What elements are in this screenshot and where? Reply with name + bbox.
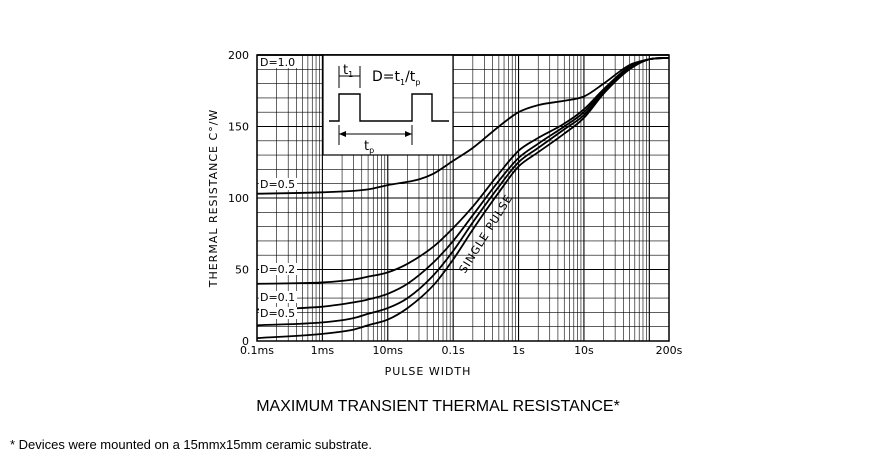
x-tick-label: 0.1s xyxy=(442,344,465,357)
x-tick-label: 10s xyxy=(574,344,594,357)
curve-label-bg xyxy=(259,178,297,190)
tp-arrowhead-left xyxy=(339,131,346,137)
y-tick-label: 100 xyxy=(228,192,249,205)
curve-label-bg xyxy=(259,263,297,275)
t1-label: t1 xyxy=(343,63,353,79)
tp-arrowhead-right xyxy=(405,131,412,137)
y-tick-label: 200 xyxy=(228,49,249,62)
curve-label-bg xyxy=(259,56,297,68)
y-tick-label: 150 xyxy=(228,121,249,134)
duty-formula: D=t1/tp xyxy=(372,69,420,87)
x-tick-label: 1ms xyxy=(311,344,335,357)
curve-labels: D=1.0 D=0.5 D=0.2 D=0.1 D=0.5 xyxy=(259,56,297,320)
plot-frame xyxy=(256,54,670,342)
x-tick-label: 10ms xyxy=(373,344,404,357)
y-tick-label: 50 xyxy=(235,264,249,277)
curve-label-bg xyxy=(259,291,297,303)
tp-label: tp xyxy=(364,139,374,155)
curves xyxy=(256,54,670,339)
curve-label: D=1.0 xyxy=(260,56,295,69)
x-axis-title: PULSE WIDTH xyxy=(385,365,472,378)
tick-labels: 0.1ms 1ms 10ms 0.1s 1s 10s 200s 0 50 100 150 200 xyxy=(228,49,683,357)
x-tick-label: 0.1ms xyxy=(240,344,274,357)
curve-single-pulse xyxy=(256,57,670,339)
grid-lines xyxy=(256,55,670,341)
curve-label: D=0.2 xyxy=(260,263,295,276)
curve-d-0-05 xyxy=(256,57,670,327)
curve-label-bg xyxy=(259,307,297,319)
footnote: * Devices were mounted on a 15mmx15mm ce… xyxy=(10,437,372,452)
curve-d-0-2 xyxy=(256,57,670,285)
curve-d-0-5 xyxy=(256,57,670,195)
y-tick-label: 0 xyxy=(242,335,249,348)
pulse-inset: t1 D=t1/tp tp xyxy=(322,54,454,156)
pulse-waveform xyxy=(329,93,449,122)
curve-label: D=0.5 xyxy=(260,307,295,320)
chart-caption: MAXIMUM TRANSIENT THERMAL RESISTANCE* xyxy=(256,398,620,415)
thermal-resistance-chart: t1 D=t1/tp tp 0.1ms 1ms 10ms 0.1s 1s 10s 200s0… xyxy=(207,49,683,378)
curve-label: D=0.5 xyxy=(260,178,295,191)
curve-label: D=0.1 xyxy=(260,291,295,304)
y-axis-title: THERMAL RESISTANCE C°/W xyxy=(207,109,220,289)
x-tick-label: 200s xyxy=(656,344,683,357)
x-tick-label: 1s xyxy=(512,344,525,357)
